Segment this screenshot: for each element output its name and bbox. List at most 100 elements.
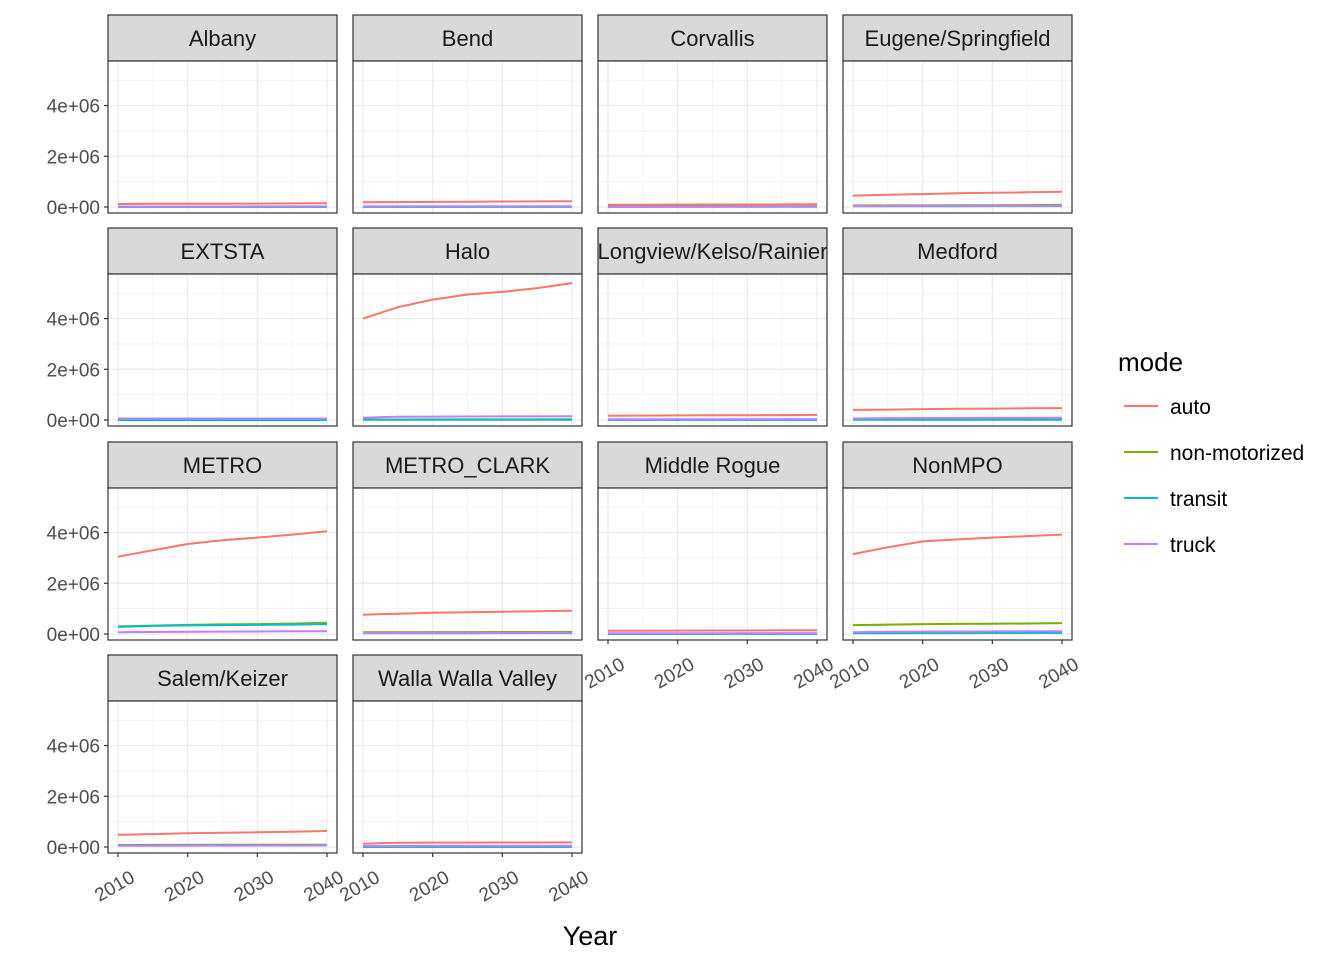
x-tick-label: 2030 <box>966 654 1013 693</box>
facet-panel: Corvallis <box>597 14 828 214</box>
facet-panel: METRO_CLARK <box>352 441 583 641</box>
facet-strip <box>597 227 828 275</box>
facet-panel: Medford <box>842 227 1073 427</box>
series-line-transit <box>117 623 328 628</box>
panel-border <box>597 60 828 214</box>
x-tick-label: 2010 <box>336 867 383 906</box>
series-line-auto <box>852 407 1063 411</box>
y-tick-label: 2e+06 <box>47 147 100 168</box>
series-line-auto <box>362 609 573 616</box>
x-tick-label: 2030 <box>231 867 278 906</box>
panel-border <box>107 60 338 214</box>
facet-panel: Albany <box>107 14 338 214</box>
facet-panel: Halo <box>352 227 583 427</box>
series-line-auto <box>117 530 328 558</box>
panel-border <box>107 273 338 427</box>
series-line-auto <box>117 830 328 836</box>
panel-border <box>107 487 338 641</box>
facet-label: Longview/Kelso/Rainier <box>598 239 828 264</box>
facet-label: Bend <box>442 26 493 51</box>
facet-panel: Middle Rogue <box>597 441 828 641</box>
series-line-auto <box>117 202 328 205</box>
facet-panel: Walla Walla Valley <box>352 654 583 854</box>
series-line-auto <box>852 533 1063 556</box>
facet-panels: Albany Bend Corvallis Eugene/Springfield EXT… <box>107 14 1073 854</box>
facet-strip <box>597 14 828 62</box>
x-tick-label: 2010 <box>826 654 873 693</box>
x-tick-label: 2030 <box>721 654 768 693</box>
facet-strip <box>352 14 583 62</box>
facet-strip <box>842 441 1073 489</box>
series-line-auto <box>362 200 573 204</box>
panel-border <box>107 700 338 854</box>
facet-label: Albany <box>189 26 256 51</box>
facet-label: Eugene/Springfield <box>865 26 1051 51</box>
facet-panel: Bend <box>352 14 583 214</box>
y-tick-label: 2e+06 <box>47 787 100 808</box>
facet-label: NonMPO <box>912 453 1002 478</box>
x-axis-title: Year <box>563 921 618 951</box>
facet-panel: Eugene/Springfield <box>842 14 1073 214</box>
facet-strip <box>842 227 1073 275</box>
facet-label: Salem/Keizer <box>157 666 288 691</box>
y-tick-label: 4e+06 <box>47 310 100 331</box>
panel-border <box>352 487 583 641</box>
x-tick-label: 2010 <box>91 867 138 906</box>
legend-item: auto <box>1124 396 1211 419</box>
y-tick-label: 4e+06 <box>47 97 100 118</box>
panel-border <box>352 700 583 854</box>
series-line-auto <box>362 841 573 845</box>
panel-border <box>352 273 583 427</box>
series-line-auto <box>362 282 573 320</box>
facet-strip <box>352 654 583 702</box>
x-tick-label: 2020 <box>896 654 943 693</box>
y-tick-label: 2e+06 <box>47 574 100 595</box>
panel-border <box>842 60 1073 214</box>
facet-panel: Longview/Kelso/Rainier <box>597 227 828 427</box>
x-tick-label: 2020 <box>651 654 698 693</box>
y-tick-label: 4e+06 <box>47 524 100 545</box>
series-line-truck <box>852 630 1063 634</box>
facet-label: Corvallis <box>670 26 754 51</box>
panel-border <box>597 273 828 427</box>
series-line-truck <box>362 415 573 419</box>
panel-border <box>842 487 1073 641</box>
facet-strip <box>107 654 338 702</box>
series-line-truck <box>852 416 1063 420</box>
facet-strip <box>352 441 583 489</box>
facet-label: Walla Walla Valley <box>378 666 557 691</box>
x-tick-label: 2040 <box>1035 654 1082 693</box>
legend-label: transit <box>1170 488 1227 511</box>
panel-border <box>842 273 1073 427</box>
x-tick-label: 2020 <box>406 867 453 906</box>
facet-strip <box>107 14 338 62</box>
facet-strip <box>352 227 583 275</box>
x-tick-label: 2030 <box>476 867 523 906</box>
legend-item: non-motorized <box>1124 442 1304 465</box>
series-line-auto <box>852 190 1063 197</box>
y-tick-label: 0e+00 <box>47 411 100 432</box>
facet-panel: METRO <box>107 441 338 641</box>
y-tick-label: 0e+00 <box>47 838 100 859</box>
facet-label: Medford <box>917 239 998 264</box>
legend-item: truck <box>1124 534 1216 557</box>
facet-strip <box>107 227 338 275</box>
panel-border <box>597 487 828 641</box>
facet-strip <box>107 441 338 489</box>
facet-strip <box>842 14 1073 62</box>
facet-panel: NonMPO <box>842 441 1073 641</box>
series-line-auto <box>608 629 818 632</box>
facet-panel: EXTSTA <box>107 227 338 427</box>
legend-label: auto <box>1170 396 1211 419</box>
panel-border <box>352 60 583 214</box>
y-tick-label: 0e+00 <box>47 198 100 219</box>
y-tick-label: 0e+00 <box>47 625 100 646</box>
x-tick-label: 2020 <box>161 867 208 906</box>
facet-label: METRO_CLARK <box>385 453 550 478</box>
facet-panel: Salem/Keizer <box>107 654 338 854</box>
legend-label: truck <box>1170 534 1216 557</box>
facet-label: EXTSTA <box>181 239 265 264</box>
facet-label: Middle Rogue <box>645 453 781 478</box>
facet-label: Halo <box>445 239 490 264</box>
